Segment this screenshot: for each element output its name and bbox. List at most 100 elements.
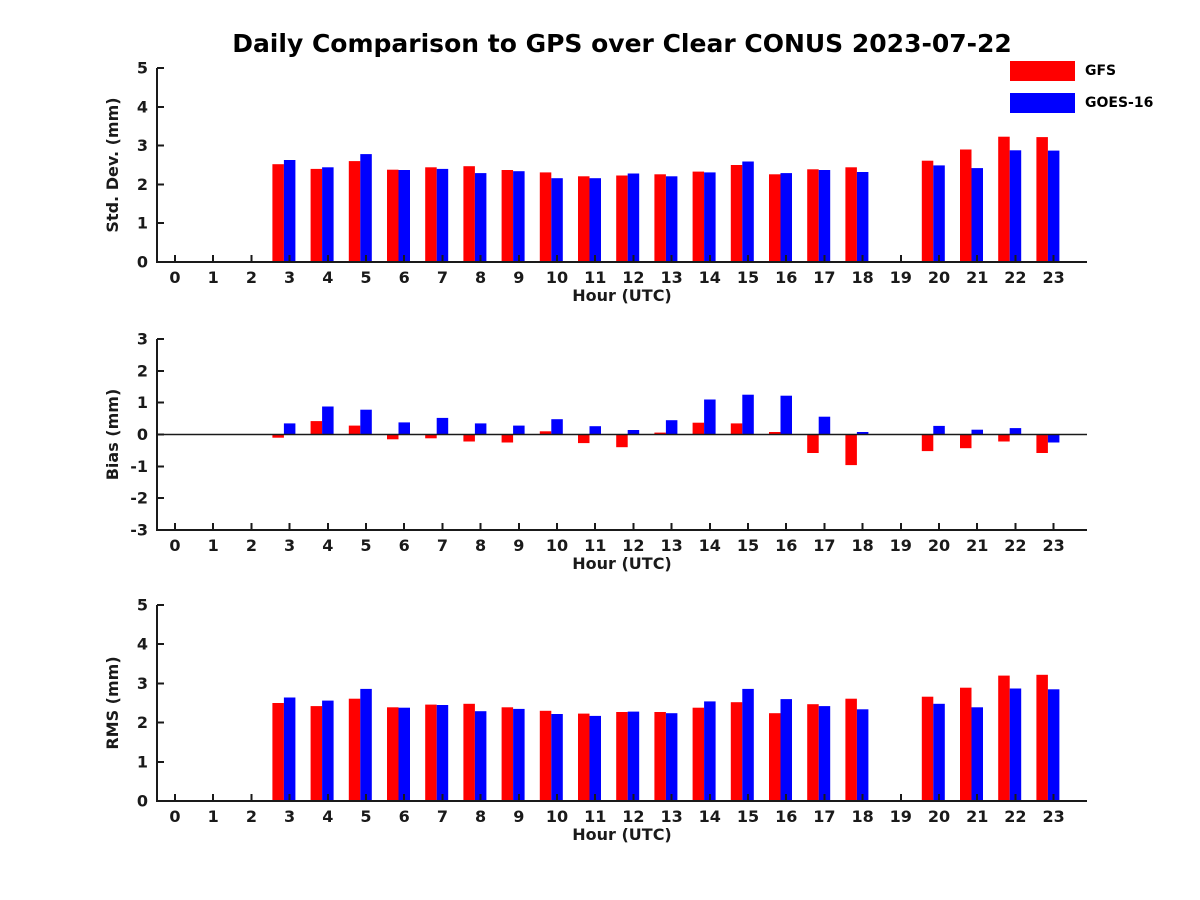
y-tick-label: -2 (130, 489, 148, 508)
x-tick-label: 23 (1042, 536, 1064, 555)
bar-gfs-h18 (845, 434, 857, 466)
bar-gfs-h21 (960, 687, 972, 801)
x-tick-label: 2 (246, 807, 257, 826)
bar-goes16-h16 (780, 699, 792, 801)
x-tick-label: 20 (928, 268, 950, 287)
bar-gfs-h3 (272, 164, 284, 262)
bar-gfs-h20 (921, 160, 934, 262)
y-tick-label: 2 (137, 713, 148, 732)
bar-gfs-h6 (387, 169, 399, 262)
legend-label-goes16: GOES-16 (1085, 95, 1154, 111)
bar-goes16-h7 (436, 168, 449, 262)
bar-goes16-h14 (704, 399, 716, 435)
x-axis-label: Hour (UTC) (572, 554, 672, 573)
bar-gfs-h11 (578, 176, 590, 262)
x-tick-label: 23 (1042, 807, 1064, 826)
x-tick-label: 14 (699, 268, 721, 287)
x-tick-label: 10 (546, 268, 568, 287)
x-tick-label: 13 (660, 536, 682, 555)
y-tick-label: 0 (137, 425, 148, 444)
bar-gfs-h22 (998, 675, 1010, 801)
bar-gfs-h4 (310, 168, 323, 262)
x-tick-label: 12 (622, 268, 644, 287)
bar-gfs-h12 (616, 434, 628, 448)
bar-goes16-h5 (360, 154, 372, 262)
y-axis-label: Std. Dev. (mm) (103, 97, 122, 232)
bar-gfs-h5 (348, 161, 361, 262)
bar-goes16-h4 (322, 700, 334, 801)
x-tick-label: 22 (1004, 268, 1026, 287)
bar-gfs-h16 (769, 432, 781, 435)
bar-goes16-h15 (742, 688, 754, 801)
bar-gfs-h21 (960, 434, 972, 449)
x-tick-label: 3 (284, 536, 295, 555)
bar-gfs-h14 (692, 171, 705, 262)
gfs-color-swatch (1010, 61, 1075, 81)
bar-goes16-h6 (398, 707, 410, 801)
bar-gfs-h20 (921, 434, 934, 452)
bar-goes16-h10 (551, 419, 563, 435)
x-tick-label: 20 (928, 807, 950, 826)
bar-gfs-h23 (1036, 674, 1048, 801)
y-tick-label: 1 (137, 393, 148, 412)
y-tick-label: 2 (137, 175, 148, 194)
bar-gfs-h18 (845, 698, 857, 801)
x-tick-label: 16 (775, 807, 797, 826)
bar-gfs-h10 (539, 172, 552, 262)
x-tick-label: 21 (966, 807, 988, 826)
x-tick-label: 21 (966, 268, 988, 287)
bar-goes16-h8 (474, 173, 487, 262)
x-tick-label: 5 (360, 268, 371, 287)
bar-gfs-h9 (501, 707, 514, 801)
x-tick-label: 18 (851, 807, 873, 826)
bar-gfs-h16 (769, 174, 781, 262)
bar-gfs-h8 (463, 166, 475, 262)
x-tick-label: 15 (737, 807, 759, 826)
x-tick-label: 5 (360, 536, 371, 555)
x-tick-label: 22 (1004, 807, 1026, 826)
bar-goes16-h11 (589, 715, 601, 801)
bar-gfs-h23 (1036, 137, 1048, 262)
x-tick-label: 3 (284, 268, 295, 287)
legend-item-gfs: GFS (1010, 61, 1153, 81)
y-axis-label: RMS (mm) (103, 656, 122, 749)
y-tick-label: 0 (137, 792, 148, 811)
legend: GFS GOES-16 (1010, 61, 1153, 125)
x-tick-label: 0 (169, 807, 180, 826)
bar-goes16-h17 (818, 416, 831, 435)
x-tick-label: 4 (322, 268, 333, 287)
bar-goes16-h20 (933, 703, 945, 801)
y-tick-label: 1 (137, 752, 148, 771)
bar-gfs-h8 (463, 703, 475, 801)
x-tick-label: 12 (622, 536, 644, 555)
y-tick-label: -3 (130, 521, 148, 540)
x-tick-label: 19 (890, 268, 912, 287)
bar-gfs-h12 (616, 712, 628, 801)
bar-goes16-h20 (933, 425, 945, 435)
x-tick-label: 1 (208, 536, 219, 555)
bar-goes16-h22 (1009, 428, 1022, 435)
bar-goes16-h12 (627, 711, 640, 801)
x-tick-label: 2 (246, 536, 257, 555)
legend-label-gfs: GFS (1085, 63, 1117, 79)
x-tick-label: 8 (475, 807, 486, 826)
bar-goes16-h16 (780, 173, 792, 262)
y-axis-label: Bias (mm) (103, 389, 122, 481)
x-tick-label: 17 (813, 536, 835, 555)
bar-gfs-h22 (998, 434, 1010, 442)
bar-goes16-h18 (856, 709, 869, 801)
x-tick-label: 11 (584, 807, 606, 826)
bar-gfs-h5 (348, 698, 361, 801)
y-tick-label: 5 (137, 596, 148, 615)
bar-goes16-h11 (589, 426, 601, 435)
x-tick-label: 4 (322, 807, 333, 826)
y-tick-label: 5 (137, 59, 148, 78)
x-tick-label: 11 (584, 268, 606, 287)
x-tick-label: 9 (513, 268, 524, 287)
y-tick-label: 3 (137, 136, 148, 155)
bar-gfs-h4 (310, 421, 323, 435)
x-tick-label: 17 (813, 807, 835, 826)
x-tick-label: 1 (208, 807, 219, 826)
x-tick-label: 13 (660, 268, 682, 287)
